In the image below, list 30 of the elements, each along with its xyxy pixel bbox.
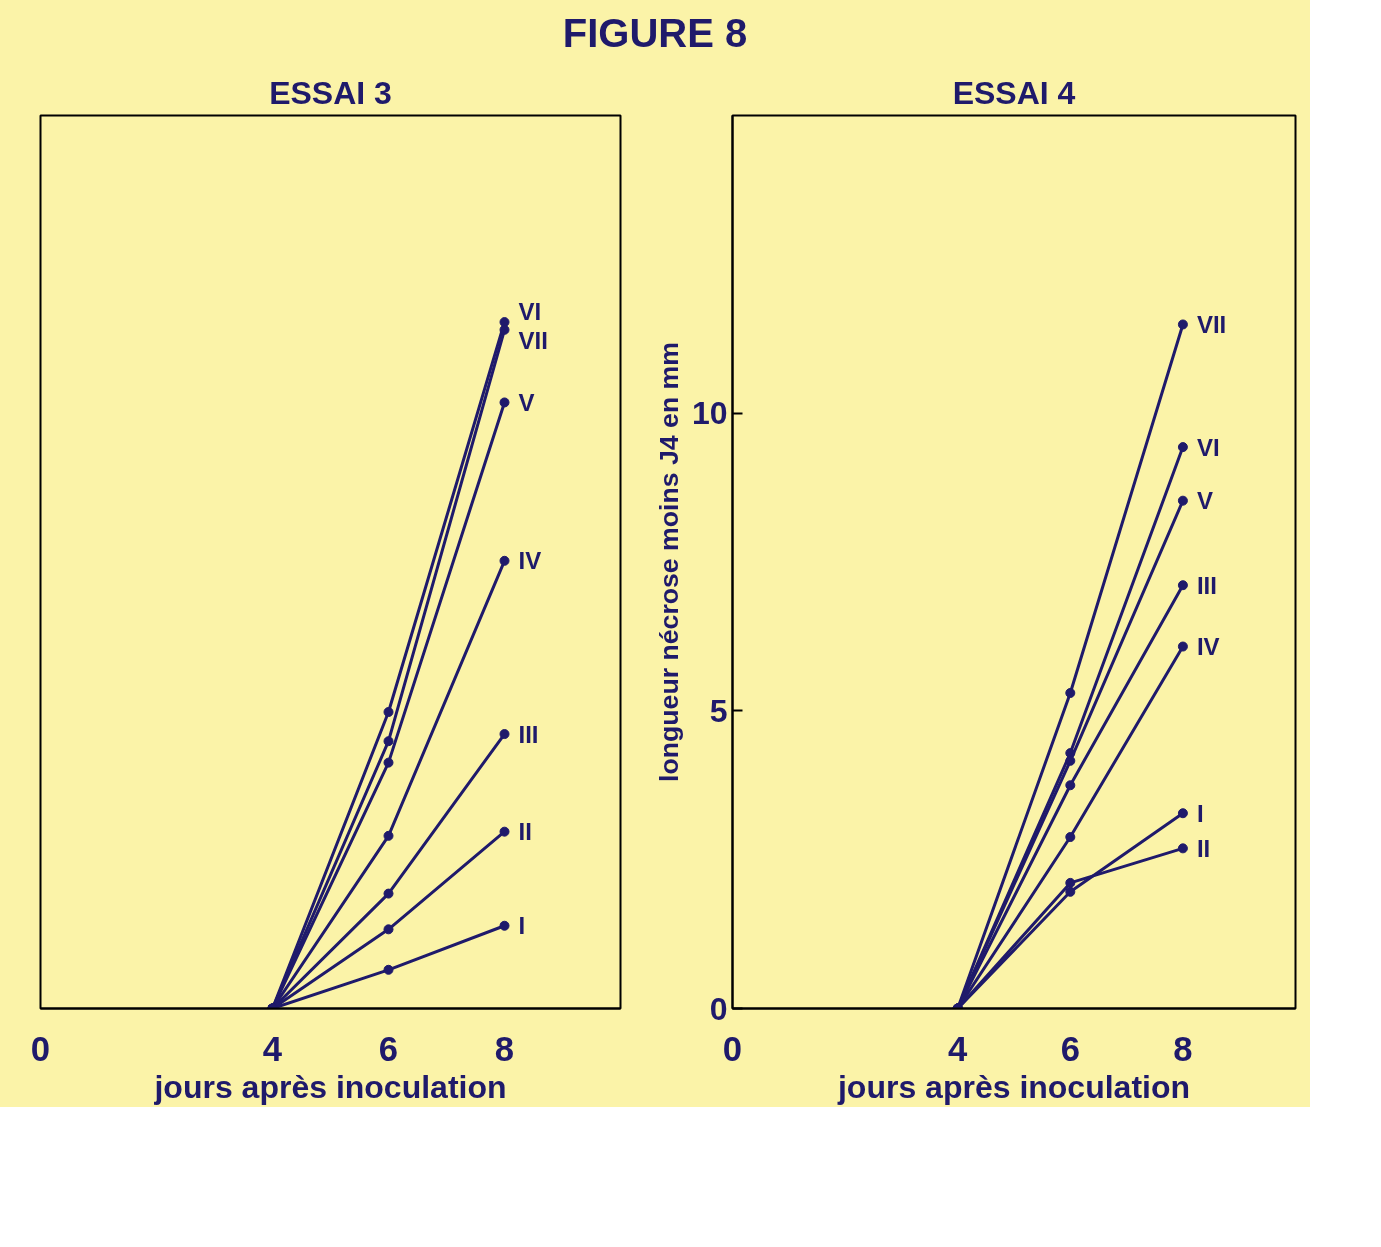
chart-title: ESSAI 4: [952, 74, 1076, 111]
series-label: II: [1196, 835, 1211, 862]
series-label: IV: [518, 547, 542, 575]
series-label: III: [518, 720, 539, 748]
y-tick-label: 0: [709, 990, 728, 1027]
series-label: V: [518, 389, 535, 417]
y-axis-title: longueur nécrose moins J4 en mm: [653, 342, 684, 783]
x-axis-title: jours après inoculation: [153, 1068, 507, 1105]
series-label: III: [1196, 571, 1217, 599]
y-tick-label: 10: [691, 395, 728, 432]
x-tick-label: 6: [378, 1029, 399, 1068]
x-tick-label: 8: [1173, 1029, 1193, 1068]
series-label: I: [1196, 799, 1204, 827]
x-tick-label: 8: [494, 1029, 515, 1068]
series-label: VII: [1196, 311, 1227, 339]
series-label: IV: [1196, 633, 1220, 661]
chart-title: ESSAI 3: [269, 74, 392, 111]
series-label: VI: [518, 297, 542, 325]
series-label: I: [518, 912, 526, 940]
series-label: V: [1196, 487, 1213, 515]
y-tick-label: 5: [709, 692, 728, 729]
series-label: II: [518, 818, 532, 846]
x-axis-title: jours après inoculation: [836, 1068, 1191, 1105]
series-label: VI: [1196, 433, 1220, 461]
x-tick-label: 0: [30, 1029, 51, 1068]
x-tick-label: 4: [948, 1029, 969, 1068]
x-tick-label: 4: [262, 1029, 283, 1068]
series-label: VII: [518, 327, 548, 355]
x-tick-label: 6: [1060, 1029, 1080, 1068]
caption: FIGURE 8: [562, 10, 748, 57]
